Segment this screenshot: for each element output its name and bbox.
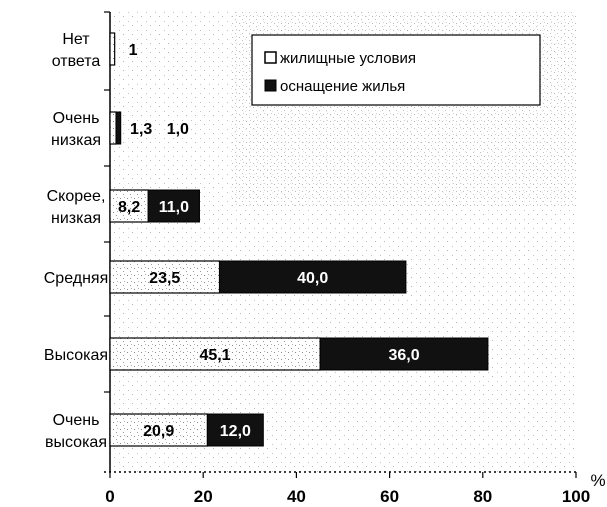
x-tick-label: 80 (473, 487, 492, 506)
value-label-equipment: 36,0 (388, 347, 419, 364)
legend-label-equipment: оснащение жилья (280, 78, 405, 95)
x-axis-unit: % (590, 471, 605, 490)
legend-box (251, 34, 541, 106)
value-label-housing: 1 (129, 42, 138, 59)
value-label-equipment: 1,0 (167, 121, 189, 138)
bar-housing-conditions (109, 260, 221, 294)
bar-housing-conditions (109, 32, 116, 66)
bar-dwelling-equipment (219, 260, 407, 294)
bar-housing-conditions (109, 413, 208, 447)
category-label: Средняя (44, 270, 109, 287)
category-label: высокая (45, 434, 107, 451)
bar-housing-conditions (109, 337, 321, 371)
value-label-equipment: 40,0 (297, 270, 328, 287)
legend-swatch-housing (264, 51, 277, 64)
x-tick-label: 40 (287, 487, 306, 506)
bar-dwelling-equipment (206, 413, 264, 447)
value-label-equipment: 12,0 (220, 423, 251, 440)
bar-dwelling-equipment (147, 189, 200, 223)
category-label: низкая (51, 210, 101, 227)
x-tick-label: 100 (562, 487, 590, 506)
category-label: низкая (51, 132, 101, 149)
legend-label-housing: жилищные условия (280, 50, 416, 67)
bar-housing-conditions (109, 111, 117, 145)
bar-dwelling-equipment (319, 337, 489, 371)
value-label-housing: 8,2 (118, 199, 140, 216)
bar-dwelling-equipment (115, 111, 122, 145)
x-tick-label: 0 (105, 487, 114, 506)
category-label: Скорее, (47, 188, 106, 205)
category-label: Очень (53, 412, 100, 429)
value-label-equipment: 11,0 (159, 199, 189, 216)
category-label: Очень (53, 110, 100, 127)
legend-swatch-equipment (264, 79, 277, 92)
category-label: ответа (52, 53, 101, 70)
category-label: Высокая (44, 347, 108, 364)
value-label-housing: 23,5 (149, 270, 180, 287)
category-label: Нет (62, 31, 90, 48)
value-label-housing: 1,3 (130, 121, 152, 138)
value-label-housing: 20,9 (143, 423, 174, 440)
x-tick-label: 20 (194, 487, 213, 506)
value-label-housing: 45,1 (200, 347, 231, 364)
x-tick-label: 60 (380, 487, 399, 506)
